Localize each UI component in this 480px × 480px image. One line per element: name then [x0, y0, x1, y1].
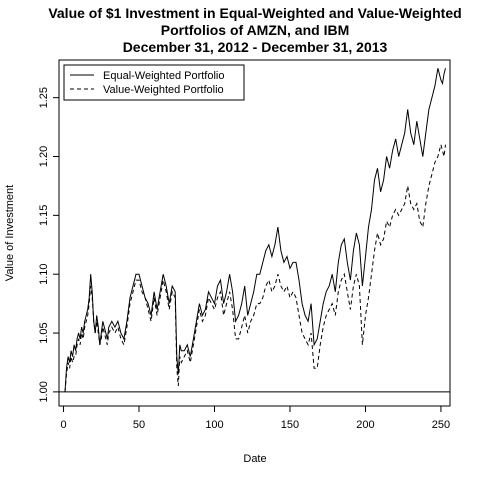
y-tick-label: 1.20	[38, 146, 50, 167]
legend-label: Value-Weighted Portfolio	[103, 84, 224, 96]
x-tick-label: 150	[281, 419, 299, 431]
title-line: December 31, 2012 - December 31, 2013	[123, 39, 388, 55]
legend-label: Equal-Weighted Portfolio	[103, 70, 224, 82]
x-tick-label: 250	[432, 419, 450, 431]
x-tick-label: 100	[205, 419, 223, 431]
x-axis: 0 50 100 150 200 250	[60, 406, 450, 431]
chart-title: Value of $1 Investment in Equal-Weighted…	[48, 5, 461, 55]
series-layer	[65, 68, 446, 392]
y-tick-label: 1.10	[38, 263, 50, 284]
y-tick-label: 1.25	[38, 87, 50, 108]
x-tick-label: 0	[60, 419, 66, 431]
y-tick-label: 1.00	[38, 381, 50, 402]
y-axis-label: Value of Investment	[4, 185, 16, 281]
series-line-2	[65, 145, 446, 392]
x-tick-label: 200	[356, 419, 374, 431]
x-axis-label: Date	[243, 453, 266, 465]
legend: Equal-Weighted Portfolio Value-Weighted P…	[64, 65, 244, 100]
plot-area	[59, 60, 450, 406]
y-tick-label: 1.05	[38, 322, 50, 343]
y-tick-label: 1.15	[38, 205, 50, 226]
plot-frame	[59, 60, 450, 406]
title-line: Value of $1 Investment in Equal-Weighted…	[48, 5, 461, 21]
y-axis: 1.00 1.05 1.10 1.15 1.20 1.25	[38, 87, 59, 403]
series-line-1	[65, 68, 446, 392]
title-line: Portfolios of AMZN, and IBM	[161, 22, 349, 38]
x-tick-label: 50	[133, 419, 145, 431]
